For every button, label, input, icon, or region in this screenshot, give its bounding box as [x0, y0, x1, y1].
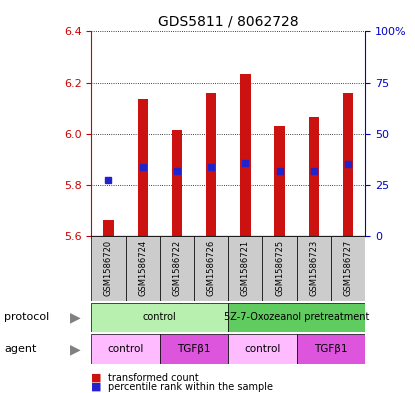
Bar: [126, 236, 160, 301]
Title: GDS5811 / 8062728: GDS5811 / 8062728: [158, 15, 298, 29]
Bar: [103, 220, 114, 236]
Text: control: control: [143, 312, 177, 322]
Bar: [274, 126, 285, 236]
Bar: [297, 236, 331, 301]
Bar: [91, 236, 126, 301]
Text: agent: agent: [4, 344, 37, 354]
Bar: [343, 93, 353, 236]
Bar: [160, 334, 228, 364]
Text: protocol: protocol: [4, 312, 49, 322]
Bar: [137, 99, 148, 236]
Bar: [91, 303, 228, 332]
Bar: [331, 236, 365, 301]
Bar: [160, 236, 194, 301]
Text: ▶: ▶: [70, 310, 81, 324]
Text: GSM1586725: GSM1586725: [275, 240, 284, 296]
Text: transformed count: transformed count: [108, 373, 199, 383]
Bar: [309, 117, 319, 236]
Text: 5Z-7-Oxozeanol pretreatment: 5Z-7-Oxozeanol pretreatment: [224, 312, 369, 322]
Bar: [228, 236, 262, 301]
Bar: [228, 334, 297, 364]
Text: TGFβ1: TGFβ1: [177, 344, 211, 354]
Text: control: control: [107, 344, 144, 354]
Text: ▶: ▶: [70, 342, 81, 356]
Text: TGFβ1: TGFβ1: [314, 344, 348, 354]
Text: GSM1586727: GSM1586727: [344, 240, 353, 296]
Text: ■: ■: [91, 373, 102, 383]
Bar: [172, 130, 182, 236]
Text: ■: ■: [91, 382, 102, 392]
Bar: [297, 334, 365, 364]
Text: GSM1586721: GSM1586721: [241, 240, 250, 296]
Text: percentile rank within the sample: percentile rank within the sample: [108, 382, 273, 392]
Bar: [263, 236, 297, 301]
Bar: [194, 236, 228, 301]
Text: control: control: [244, 344, 281, 354]
Bar: [206, 93, 216, 236]
Text: GSM1586724: GSM1586724: [138, 240, 147, 296]
Bar: [91, 334, 160, 364]
Text: GSM1586723: GSM1586723: [309, 240, 318, 296]
Text: GSM1586722: GSM1586722: [172, 240, 181, 296]
Text: GSM1586726: GSM1586726: [207, 240, 216, 296]
Text: GSM1586720: GSM1586720: [104, 240, 113, 296]
Bar: [228, 303, 365, 332]
Bar: [240, 73, 251, 236]
